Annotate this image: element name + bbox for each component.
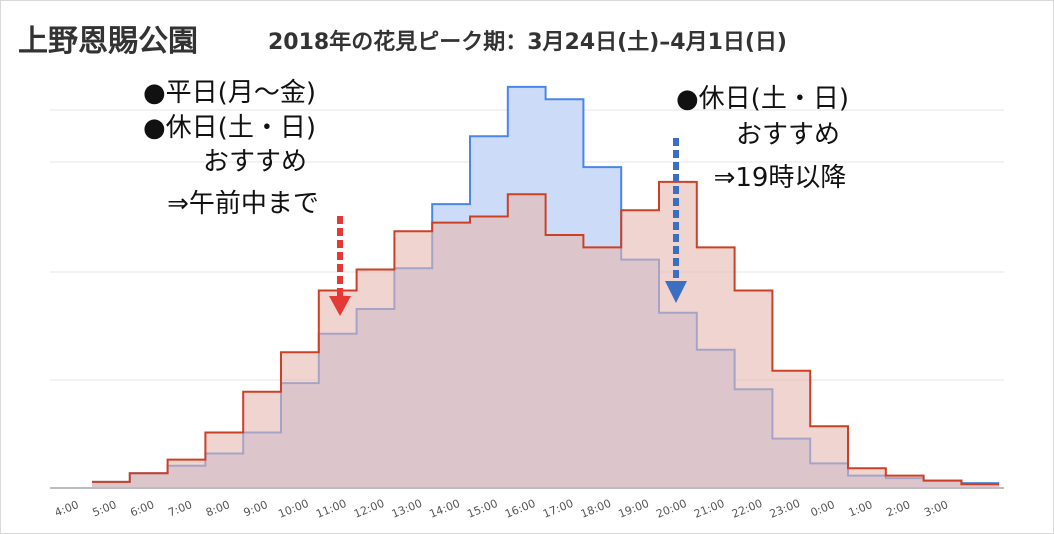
x-tick-label: 23:00 [768,497,802,521]
x-tick-label: 6:00 [128,498,156,519]
x-tick-label: 13:00 [390,497,424,521]
x-tick-label: 0:00 [809,498,837,519]
x-tick-label: 1:00 [847,498,875,519]
x-axis-ticks: 4:00 5:00 6:00 7:00 8:00 9:00 10:00 11:00 12:00 1… [53,497,950,521]
x-tick-label: 11:00 [314,497,348,521]
x-tick-label: 19:00 [617,497,651,521]
annotations: ●平日(月～金) ●休日(土・日) おすすめ ⇒午前中まで ●休日(土・日) おすすめ ⇒1… [143,78,849,316]
x-tick-label: 8:00 [204,498,232,519]
x-tick-label: 2:00 [884,498,912,519]
chart-title: 上野恩賜公園 [18,24,198,59]
x-tick-label: 22:00 [730,497,764,521]
chart-subtitle: 2018年の花見ピーク期：3月24日(土)–4月1日(日) [268,30,787,55]
annotation-arrow-head [329,296,351,316]
x-tick-label: 20:00 [654,497,688,521]
x-tick-label: 12:00 [352,497,386,521]
annotation-arrow-head [665,281,687,303]
annotation-text: ●平日(月～金) [143,78,316,108]
x-tick-label: 5:00 [91,498,119,519]
x-tick-label: 15:00 [465,497,499,521]
annotation-text: ⇒午前中まで [167,189,319,219]
annotation-text: ●休日(土・日) [143,113,316,143]
annotation-text: ●休日(土・日) [676,84,849,114]
x-tick-label: 4:00 [53,498,81,519]
x-tick-label: 17:00 [541,497,575,521]
series-areas [50,85,1004,489]
annotation-text: おすすめ [203,147,307,177]
annotation-text: ⇒19時以降 [714,163,847,193]
x-tick-label: 18:00 [579,497,613,521]
x-tick-label: 10:00 [276,497,310,521]
series-line-2 [92,180,1000,486]
x-tick-label: 14:00 [428,497,462,521]
x-tick-label: 21:00 [692,497,726,521]
x-tick-label: 9:00 [242,498,270,519]
x-tick-label: 16:00 [503,497,537,521]
x-tick-label: 7:00 [166,498,194,519]
annotation-text: おすすめ [736,120,840,150]
series-area-2 [92,181,1000,488]
x-tick-label: 3:00 [922,498,950,519]
